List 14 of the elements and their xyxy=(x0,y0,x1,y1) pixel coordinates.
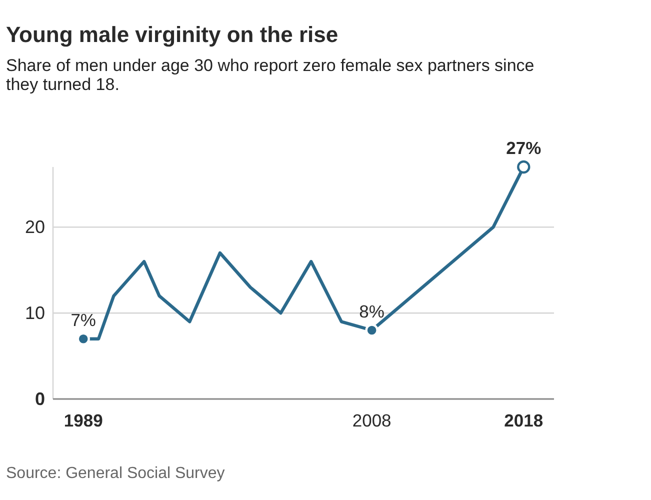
data-label: 27% xyxy=(506,138,542,158)
source-note: Source: General Social Survey xyxy=(6,465,225,482)
x-tick-label: 1989 xyxy=(64,410,104,430)
point xyxy=(517,160,530,174)
point xyxy=(365,324,378,337)
data-label: 8% xyxy=(359,301,384,322)
x-tick-label: 2008 xyxy=(352,410,392,430)
y-tick-label: 10 xyxy=(24,302,45,323)
y-tick-label: 0 xyxy=(34,388,45,409)
chart-subtitle: Share of men under age 30 who report zero female sex partners since they turned 18. xyxy=(6,56,534,94)
x-tick-label: 2018 xyxy=(504,410,544,430)
y-tick-label: 20 xyxy=(24,216,45,237)
chart-title: Young male virginity on the rise xyxy=(6,22,338,47)
data-label: 7% xyxy=(70,310,96,330)
